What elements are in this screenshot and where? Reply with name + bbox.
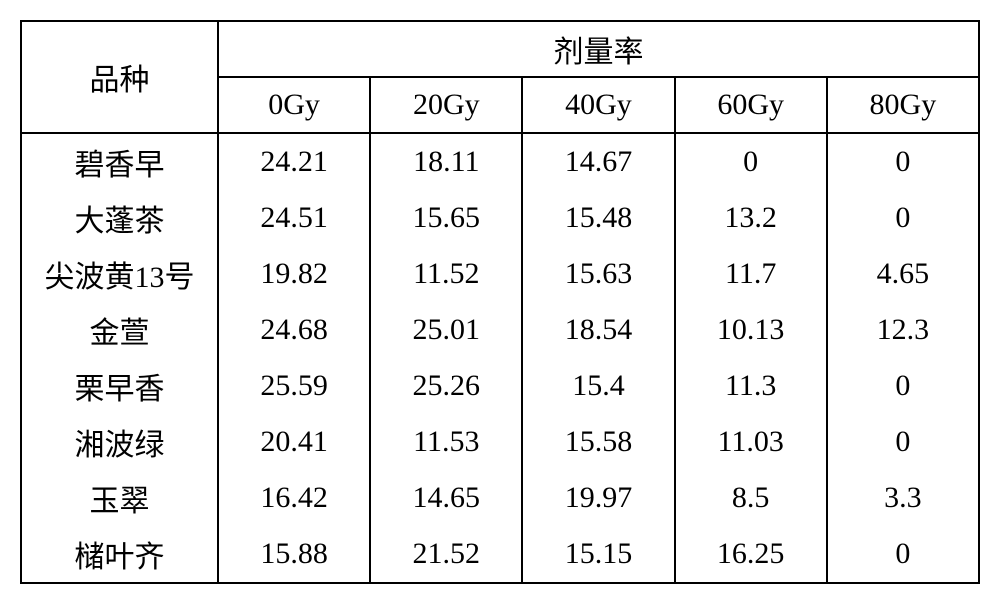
- cell-value: 15.58: [522, 414, 674, 470]
- cell-value: 18.11: [370, 133, 522, 190]
- table-row: 栗早香 25.59 25.26 15.4 11.3 0: [21, 358, 979, 414]
- table-row: 碧香早 24.21 18.11 14.67 0 0: [21, 133, 979, 190]
- col-header-dose-0: 0Gy: [218, 77, 370, 133]
- col-header-dose-1: 20Gy: [370, 77, 522, 133]
- cell-value: 11.03: [675, 414, 827, 470]
- cell-value: 21.52: [370, 526, 522, 583]
- cell-value: 0: [827, 526, 979, 583]
- table-row: 玉翠 16.42 14.65 19.97 8.5 3.3: [21, 470, 979, 526]
- data-table-container: 品种 剂量率 0Gy 20Gy 40Gy 60Gy 80Gy 碧香早 24.21…: [20, 20, 980, 584]
- cell-value: 25.01: [370, 302, 522, 358]
- cell-value: 11.3: [675, 358, 827, 414]
- cell-value: 18.54: [522, 302, 674, 358]
- cell-value: 15.88: [218, 526, 370, 583]
- cell-value: 20.41: [218, 414, 370, 470]
- cell-value: 12.3: [827, 302, 979, 358]
- cell-value: 0: [827, 190, 979, 246]
- col-header-dose-group: 剂量率: [218, 21, 979, 77]
- table-head: 品种 剂量率 0Gy 20Gy 40Gy 60Gy 80Gy: [21, 21, 979, 133]
- table-row: 湘波绿 20.41 11.53 15.58 11.03 0: [21, 414, 979, 470]
- cell-value: 11.52: [370, 246, 522, 302]
- cell-value: 0: [827, 414, 979, 470]
- dose-table: 品种 剂量率 0Gy 20Gy 40Gy 60Gy 80Gy 碧香早 24.21…: [20, 20, 980, 584]
- cell-variety: 槠叶齐: [21, 526, 218, 583]
- cell-variety: 尖波黄13号: [21, 246, 218, 302]
- cell-value: 15.15: [522, 526, 674, 583]
- col-header-dose-2: 40Gy: [522, 77, 674, 133]
- cell-value: 25.59: [218, 358, 370, 414]
- cell-value: 16.25: [675, 526, 827, 583]
- cell-value: 0: [675, 133, 827, 190]
- cell-value: 14.65: [370, 470, 522, 526]
- cell-value: 15.4: [522, 358, 674, 414]
- cell-value: 10.13: [675, 302, 827, 358]
- cell-value: 8.5: [675, 470, 827, 526]
- cell-value: 4.65: [827, 246, 979, 302]
- cell-value: 19.82: [218, 246, 370, 302]
- cell-value: 16.42: [218, 470, 370, 526]
- cell-value: 3.3: [827, 470, 979, 526]
- cell-variety: 碧香早: [21, 133, 218, 190]
- cell-value: 11.7: [675, 246, 827, 302]
- cell-value: 13.2: [675, 190, 827, 246]
- cell-value: 19.97: [522, 470, 674, 526]
- cell-value: 15.48: [522, 190, 674, 246]
- cell-value: 24.68: [218, 302, 370, 358]
- cell-variety: 金萱: [21, 302, 218, 358]
- cell-value: 15.63: [522, 246, 674, 302]
- table-body: 碧香早 24.21 18.11 14.67 0 0 大蓬茶 24.51 15.6…: [21, 133, 979, 583]
- col-header-variety: 品种: [21, 21, 218, 133]
- table-row: 尖波黄13号 19.82 11.52 15.63 11.7 4.65: [21, 246, 979, 302]
- table-row: 金萱 24.68 25.01 18.54 10.13 12.3: [21, 302, 979, 358]
- col-header-dose-4: 80Gy: [827, 77, 979, 133]
- cell-variety: 湘波绿: [21, 414, 218, 470]
- table-row: 大蓬茶 24.51 15.65 15.48 13.2 0: [21, 190, 979, 246]
- cell-value: 15.65: [370, 190, 522, 246]
- cell-value: 0: [827, 133, 979, 190]
- header-row-1: 品种 剂量率: [21, 21, 979, 77]
- cell-value: 11.53: [370, 414, 522, 470]
- cell-variety: 玉翠: [21, 470, 218, 526]
- col-header-dose-3: 60Gy: [675, 77, 827, 133]
- cell-value: 0: [827, 358, 979, 414]
- table-row: 槠叶齐 15.88 21.52 15.15 16.25 0: [21, 526, 979, 583]
- cell-variety: 大蓬茶: [21, 190, 218, 246]
- cell-value: 25.26: [370, 358, 522, 414]
- cell-variety: 栗早香: [21, 358, 218, 414]
- cell-value: 24.51: [218, 190, 370, 246]
- cell-value: 24.21: [218, 133, 370, 190]
- cell-value: 14.67: [522, 133, 674, 190]
